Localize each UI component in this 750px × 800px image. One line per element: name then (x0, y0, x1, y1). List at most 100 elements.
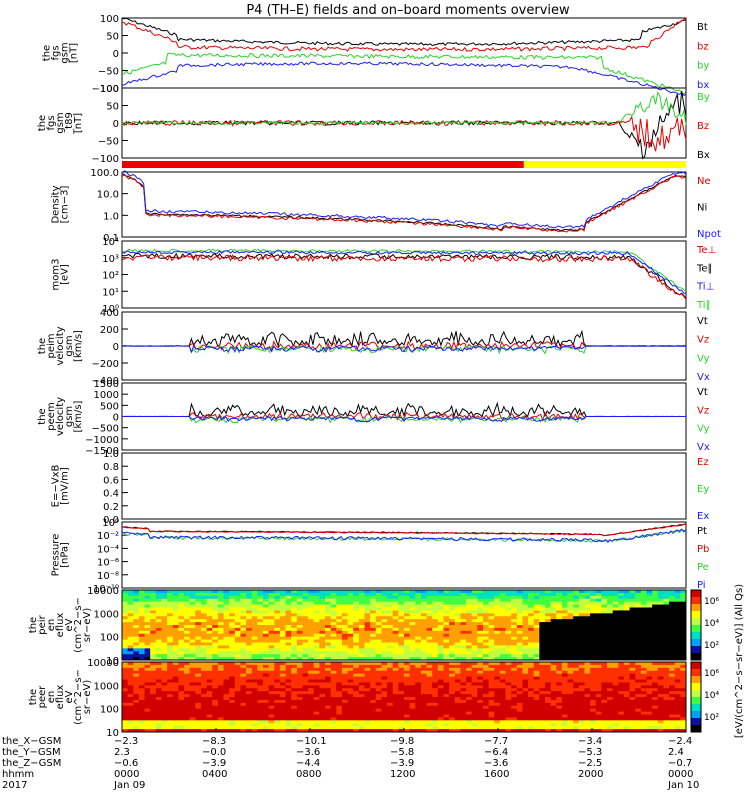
spectrogram-cell (522, 639, 529, 643)
spectrogram-cell (206, 670, 213, 675)
spectrogram-cell (601, 645, 608, 649)
spectrogram-cell (454, 699, 461, 704)
spectrogram-cell (291, 688, 298, 692)
spectrogram-cell (488, 691, 495, 695)
spectrogram-cell (223, 598, 230, 603)
spectrogram-cell (652, 729, 659, 733)
spectrogram-cell (505, 729, 512, 733)
spectrogram-cell (195, 679, 202, 683)
spectrogram-cell (279, 613, 287, 617)
y-axis-label-line: [km/s] (73, 330, 84, 362)
spectrogram-cell (155, 694, 162, 698)
spectrogram-cell (296, 694, 303, 698)
spectrogram-cell (353, 610, 360, 614)
spectrogram-cell (590, 654, 597, 658)
spectrogram-cell (477, 613, 484, 617)
spectrogram-cell (601, 601, 608, 606)
spectrogram-cell (392, 607, 399, 611)
spectrogram-cell (155, 642, 162, 646)
spectrogram-cell (172, 604, 179, 608)
spectrogram-cell (387, 711, 394, 715)
spectrogram-cell (274, 607, 281, 611)
spectrogram-cell (482, 654, 490, 658)
spectrogram-cell (144, 595, 151, 600)
spectrogram-cell (178, 613, 185, 617)
spectrogram-cell (449, 627, 456, 632)
spectrogram-cell (184, 726, 191, 730)
spectrogram-cell (590, 616, 597, 620)
spectrogram-cell (127, 654, 134, 658)
spectrogram-cell (477, 610, 484, 614)
spectrogram-cell (522, 648, 529, 652)
spectrogram-cell (217, 679, 225, 683)
spectrogram-cell (528, 694, 535, 698)
spectrogram-cell (167, 613, 174, 617)
spectrogram-cell (274, 702, 281, 707)
spectrogram-cell (674, 664, 681, 669)
spectrogram-cell (319, 720, 326, 724)
y-axis-label-line: [nPa] (60, 542, 71, 568)
spectrogram-cell (426, 610, 433, 614)
spectrogram-cell (285, 691, 292, 695)
spectrogram-cell (550, 622, 557, 626)
spectrogram-cell (358, 699, 366, 704)
legend-by: By (697, 92, 710, 103)
spectrogram-cell (212, 657, 219, 661)
spectrogram-cell (133, 607, 140, 611)
spectrogram-cell (251, 642, 258, 646)
y-axis-label-line: (cm^2−s− (73, 669, 84, 725)
spectrogram-cell (663, 619, 670, 623)
spectrogram-cell (550, 691, 557, 695)
spectrogram-cell (612, 667, 619, 672)
spectrogram-cell (189, 708, 196, 713)
spectrogram-cell (392, 610, 399, 614)
spectrogram-cell (657, 598, 664, 603)
spectrogram-cell (319, 697, 326, 701)
spectrogram-cell (443, 729, 450, 733)
spectrogram-cell (640, 714, 648, 718)
spectrogram-cell (471, 657, 478, 661)
spectrogram-cell (629, 590, 636, 594)
spectrogram-cell (279, 590, 287, 594)
spectrogram-cell (415, 654, 422, 658)
spectrogram-cell (206, 598, 213, 603)
spectrogram-cell (161, 667, 168, 672)
spectrogram-cell (477, 714, 484, 718)
spectrogram-cell (184, 705, 191, 710)
spectrogram-cell (454, 657, 461, 661)
spectrogram-cell (449, 664, 456, 669)
spectrogram-cell (234, 688, 241, 692)
spectrogram-cell (178, 667, 185, 672)
spectrogram-cell (595, 723, 602, 727)
spectrogram-cell (533, 673, 540, 678)
spectrogram-cell (392, 723, 399, 727)
spectrogram-cell (680, 648, 687, 652)
spectrogram-cell (274, 622, 281, 626)
spectrogram-cell (674, 607, 681, 611)
spectrogram-cell (499, 708, 507, 713)
spectrogram-cell (477, 691, 484, 695)
spectrogram-cell (505, 648, 512, 652)
spectrogram-cell (420, 627, 428, 632)
spectrogram-cell (466, 654, 473, 658)
spectrogram-cell (545, 688, 552, 692)
spectrogram-cell (370, 691, 377, 695)
spectrogram-cell (381, 601, 388, 606)
spectrogram-cell (449, 604, 456, 608)
y-axis-label-line: mom3 (51, 259, 62, 291)
spectrogram-cell (528, 610, 535, 614)
spectrogram-cell (189, 622, 196, 626)
spectrogram-cell (381, 636, 388, 641)
spectrogram-cell (522, 711, 529, 715)
spectrogram-cell (640, 702, 648, 707)
spectrogram-cell (488, 601, 495, 606)
spectrogram-cell (133, 679, 140, 683)
spectrogram-cell (443, 590, 450, 594)
spectrogram-cell (522, 604, 529, 608)
spectrogram-cell (184, 699, 191, 704)
spectrogram-cell (460, 708, 467, 713)
series-ti-perp (121, 250, 687, 294)
spectrogram-cell (398, 633, 405, 638)
spectrogram-cell (155, 595, 162, 600)
